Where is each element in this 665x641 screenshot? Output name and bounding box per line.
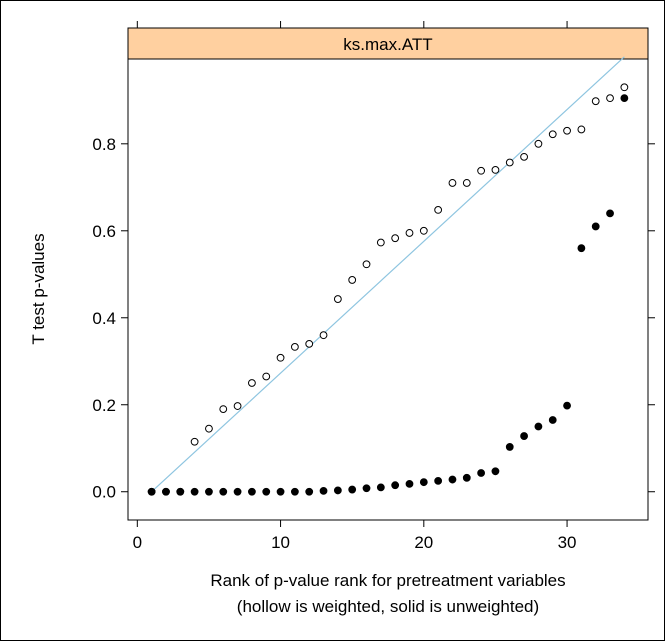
strip-header: [127, 27, 649, 60]
x-axis-label-line1: Rank of p-value rank for pretreatment va…: [210, 571, 565, 590]
y-tick-label: 0.6: [92, 222, 116, 241]
point-unweighted: [205, 487, 213, 496]
point-unweighted: [548, 416, 557, 424]
point-weighted: [462, 179, 471, 187]
point-weighted: [405, 229, 414, 237]
point-unweighted: [319, 486, 328, 495]
x-tick-label: 10: [271, 533, 290, 552]
point-unweighted: [376, 483, 385, 492]
plot-panel: [127, 58, 649, 521]
point-unweighted: [219, 487, 228, 496]
point-unweighted: [505, 443, 514, 451]
point-weighted: [577, 125, 586, 134]
point-weighted: [563, 126, 571, 135]
point-weighted: [248, 379, 256, 387]
point-weighted: [606, 94, 614, 103]
point-weighted: [190, 437, 199, 446]
point-unweighted: [448, 475, 457, 484]
data-points: [147, 83, 629, 496]
x-tick-label: 30: [558, 533, 577, 552]
point-weighted: [419, 226, 428, 235]
reference-line-layer: [151, 56, 625, 493]
point-unweighted: [290, 487, 299, 496]
point-unweighted: [405, 480, 414, 488]
point-unweighted: [190, 487, 199, 496]
point-weighted: [376, 238, 385, 247]
point-unweighted: [434, 476, 443, 485]
point-weighted: [534, 139, 543, 148]
point-unweighted: [248, 487, 256, 496]
point-unweighted: [391, 481, 400, 490]
point-unweighted: [462, 473, 471, 482]
point-weighted: [520, 152, 528, 161]
point-unweighted: [620, 94, 629, 103]
y-tick-label: 0.4: [92, 309, 116, 328]
reference-line: [151, 56, 625, 493]
point-unweighted: [563, 401, 571, 410]
point-unweighted: [333, 486, 342, 495]
point-unweighted: [419, 478, 428, 487]
point-unweighted: [577, 244, 586, 253]
point-unweighted: [162, 487, 170, 496]
point-weighted: [233, 402, 242, 410]
tick-labels: 0 10 20 30 0.0 0.2 0.4 0.6 0.8: [92, 135, 576, 552]
point-weighted: [333, 295, 342, 303]
point-weighted: [319, 331, 328, 340]
point-weighted: [305, 339, 314, 348]
x-tick-label: 0: [133, 533, 142, 552]
point-weighted: [491, 166, 500, 174]
point-unweighted: [233, 487, 242, 496]
point-weighted: [205, 424, 213, 433]
point-weighted: [448, 179, 457, 187]
point-weighted: [391, 234, 400, 243]
point-weighted: [276, 353, 285, 362]
point-unweighted: [348, 485, 357, 494]
point-weighted: [434, 206, 443, 214]
strip-title: ks.max.ATT: [343, 35, 432, 54]
point-weighted: [290, 343, 299, 351]
point-unweighted: [534, 422, 543, 431]
point-weighted: [477, 166, 486, 175]
point-unweighted: [520, 432, 528, 440]
point-weighted: [219, 405, 228, 413]
x-tick-label: 20: [414, 533, 433, 552]
point-unweighted: [477, 469, 486, 477]
point-unweighted: [491, 467, 500, 476]
axis-ticks: [121, 21, 655, 527]
point-unweighted: [305, 487, 314, 496]
point-weighted: [620, 83, 629, 92]
y-tick-label: 0.2: [92, 396, 116, 415]
point-unweighted: [262, 487, 271, 496]
point-unweighted: [606, 209, 614, 218]
point-weighted: [548, 130, 557, 139]
point-weighted: [348, 276, 357, 284]
point-unweighted: [362, 484, 371, 493]
x-axis-label-line2: (hollow is weighted, solid is unweighted…: [237, 597, 539, 616]
y-axis-label: T test p-values: [29, 233, 48, 344]
point-weighted: [591, 97, 600, 106]
point-weighted: [362, 260, 371, 269]
y-tick-label: 0.0: [92, 483, 116, 502]
y-tick-label: 0.8: [92, 135, 116, 154]
point-weighted: [262, 372, 271, 381]
point-unweighted: [591, 222, 600, 231]
point-unweighted: [147, 487, 156, 496]
point-weighted: [505, 158, 514, 167]
point-unweighted: [276, 487, 285, 496]
point-unweighted: [176, 487, 185, 496]
